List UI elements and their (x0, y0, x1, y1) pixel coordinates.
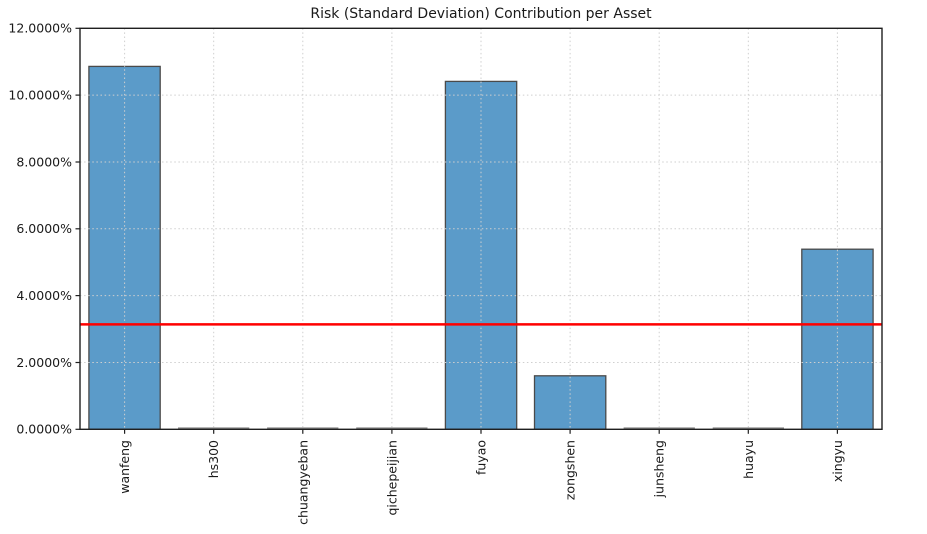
chart-title: Risk (Standard Deviation) Contribution p… (310, 6, 652, 22)
y-tick-label: 8.0000% (16, 154, 72, 169)
bar-wanfeng (88, 65, 161, 430)
x-tick-label-fuyao: fuyao (474, 440, 489, 475)
y-tick-label: 4.0000% (16, 288, 72, 303)
y-tick-label: 2.0000% (16, 355, 72, 370)
x-tick-label-qichepeijian: qichepeijian (384, 440, 399, 516)
y-tick-label: 12.0000% (8, 21, 72, 36)
x-tick-label-chuangyeban: chuangyeban (295, 440, 310, 525)
x-tick-label-hs300: hs300 (206, 440, 221, 478)
x-tick-label-zongshen: zongshen (563, 440, 578, 500)
x-tick-label-huayu: huayu (741, 440, 756, 479)
y-tick-label: 10.0000% (8, 87, 72, 102)
x-tick-label-xingyu: xingyu (830, 440, 845, 482)
x-tick-label-wanfeng: wanfeng (117, 440, 132, 494)
y-tick-label: 6.0000% (16, 221, 72, 236)
x-tick-label-junsheng: junsheng (652, 440, 667, 498)
y-tick-label: 0.0000% (16, 422, 72, 437)
